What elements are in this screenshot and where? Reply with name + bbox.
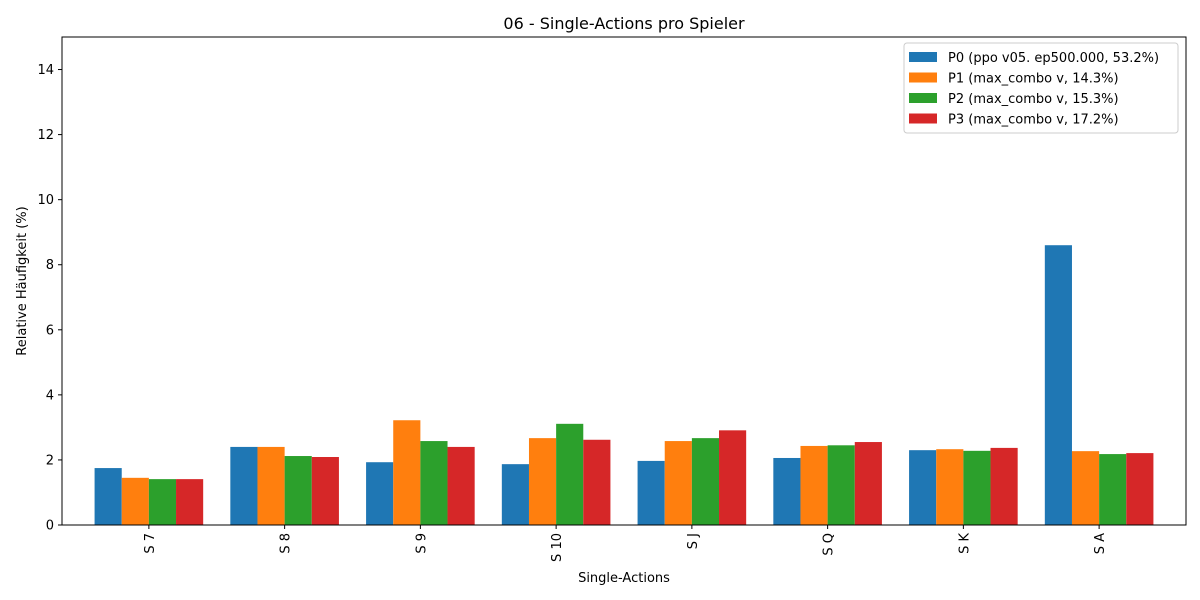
y-tick-label: 8 bbox=[46, 258, 54, 273]
x-tick-label: S Q bbox=[822, 533, 837, 556]
x-tick-label: S 10 bbox=[550, 533, 565, 562]
legend-box bbox=[903, 42, 1179, 134]
y-tick-label: 10 bbox=[37, 193, 54, 208]
bar-s-q-p0 bbox=[773, 457, 801, 525]
x-tick-label: S 9 bbox=[414, 533, 429, 554]
bar-s-j-p0 bbox=[637, 460, 665, 525]
bar-s-k-p1 bbox=[936, 449, 964, 525]
y-tick-label: 0 bbox=[46, 519, 54, 534]
bar-s-a-p2 bbox=[1099, 454, 1127, 525]
bar-s-10-p0 bbox=[501, 464, 529, 525]
x-axis: S 7 S 8 S 9 S 10 S J S Q S K S A bbox=[143, 525, 1108, 562]
bar-s-10-p3 bbox=[583, 439, 611, 525]
bar-s-9-p3 bbox=[447, 446, 475, 525]
bar-s-q-p1 bbox=[800, 445, 828, 525]
bar-s-9-p0 bbox=[366, 462, 394, 525]
legend-label-p1: P1 (max_combo v, 14.3%) bbox=[948, 72, 1119, 87]
bar-s-9-p1 bbox=[393, 420, 421, 525]
bars-layer bbox=[94, 245, 1154, 526]
legend: P0 (ppo v05. ep500.000, 53.2%) P1 (max_co… bbox=[903, 42, 1179, 134]
bar-s-8-p3 bbox=[311, 457, 339, 525]
y-axis: 0 2 4 6 8 10 12 14 bbox=[37, 63, 62, 534]
bar-s-k-p3 bbox=[990, 447, 1018, 525]
bar-s-9-p2 bbox=[420, 441, 448, 525]
bar-s-7-p1 bbox=[121, 477, 149, 525]
bar-s-8-p1 bbox=[257, 446, 285, 525]
bar-s-10-p1 bbox=[528, 438, 557, 525]
bar-s-k-p0 bbox=[909, 450, 937, 525]
y-tick-label: 12 bbox=[37, 128, 54, 143]
bar-s-j-p1 bbox=[664, 441, 692, 525]
x-tick-label: S 7 bbox=[143, 533, 158, 554]
legend-swatch-p3 bbox=[909, 113, 937, 124]
x-tick-label: S A bbox=[1093, 533, 1108, 554]
bar-s-8-p2 bbox=[284, 456, 312, 525]
x-tick-label: S 8 bbox=[279, 533, 294, 554]
y-tick-label: 6 bbox=[46, 323, 54, 338]
bar-s-7-p2 bbox=[148, 479, 177, 525]
bar-s-7-p3 bbox=[176, 479, 204, 525]
y-tick-label: 14 bbox=[37, 63, 54, 78]
plot-frame bbox=[61, 36, 1187, 526]
legend-swatch-p2 bbox=[909, 93, 937, 103]
bar-s-k-p2 bbox=[963, 450, 991, 525]
bar-s-a-p0 bbox=[1044, 245, 1072, 526]
bar-s-8-p0 bbox=[230, 446, 258, 525]
bar-s-j-p3 bbox=[719, 430, 747, 525]
bar-s-q-p2 bbox=[827, 445, 855, 525]
x-axis-label: Single-Actions bbox=[578, 571, 670, 586]
y-axis-label: Relative Häufigkeit (%) bbox=[15, 206, 30, 355]
y-tick-label: 4 bbox=[46, 388, 54, 403]
x-tick-label: S J bbox=[686, 533, 701, 549]
legend-label-p0: P0 (ppo v05. ep500.000, 53.2%) bbox=[948, 51, 1159, 66]
bar-s-j-p2 bbox=[691, 438, 720, 525]
legend-swatch-p1 bbox=[909, 72, 937, 83]
bar-s-10-p2 bbox=[556, 423, 584, 525]
bar-s-a-p1 bbox=[1071, 451, 1100, 525]
bar-s-7-p0 bbox=[94, 468, 122, 525]
chart-title: 06 - Single-Actions pro Spieler bbox=[503, 14, 745, 33]
legend-swatch-p0 bbox=[909, 52, 937, 62]
legend-label-p2: P2 (max_combo v, 15.3%) bbox=[948, 92, 1119, 107]
bar-s-q-p3 bbox=[854, 442, 882, 525]
bar-s-a-p3 bbox=[1126, 453, 1154, 525]
legend-label-p3: P3 (max_combo v, 17.2%) bbox=[948, 113, 1119, 128]
x-tick-label: S K bbox=[957, 533, 972, 554]
y-tick-label: 2 bbox=[46, 453, 54, 468]
